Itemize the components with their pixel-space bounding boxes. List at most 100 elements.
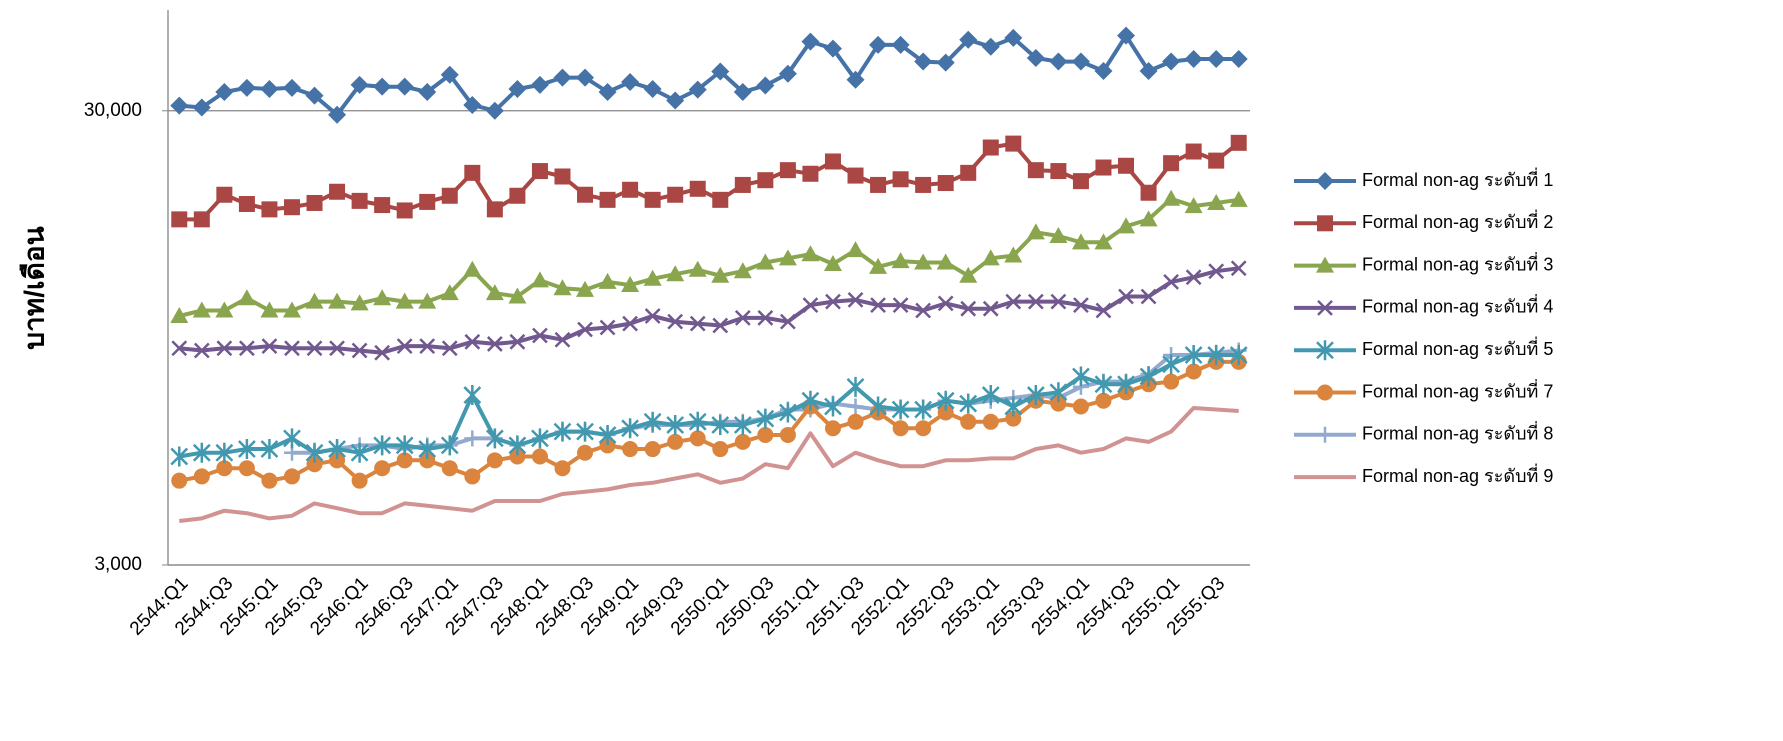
marker [553, 279, 572, 296]
marker [260, 301, 279, 318]
marker [1230, 134, 1247, 151]
marker [553, 68, 572, 87]
marker [1049, 227, 1068, 244]
marker [1139, 366, 1158, 387]
marker [486, 336, 503, 352]
marker [870, 297, 886, 314]
marker [734, 176, 751, 193]
marker [237, 289, 256, 306]
marker [1184, 197, 1203, 214]
marker [688, 260, 707, 277]
marker [1095, 302, 1112, 319]
marker [485, 101, 504, 120]
legend-label: Formal non-ag ระดับที่ 9 [1362, 463, 1553, 486]
marker [329, 452, 346, 469]
marker [1185, 269, 1202, 286]
marker [778, 249, 797, 266]
marker [937, 295, 954, 312]
marker [1004, 246, 1023, 263]
marker [599, 437, 616, 454]
marker [395, 77, 414, 96]
marker [171, 472, 188, 489]
marker [463, 385, 482, 406]
marker [239, 340, 255, 357]
marker [711, 62, 730, 81]
marker [215, 301, 234, 318]
marker [216, 186, 233, 203]
marker [396, 338, 413, 354]
marker [170, 96, 189, 115]
marker [395, 292, 414, 309]
marker [419, 452, 436, 469]
marker [622, 315, 638, 332]
marker [1005, 293, 1022, 310]
marker [1184, 344, 1203, 365]
marker [576, 421, 594, 442]
legend-item: Formal non-ag ระดับที่ 1 [1294, 167, 1553, 190]
marker [351, 472, 368, 489]
marker [621, 418, 639, 439]
marker [284, 340, 300, 357]
marker [1185, 363, 1202, 380]
marker [283, 428, 301, 449]
legend-label: Formal non-ag ระดับที่ 2 [1362, 209, 1553, 232]
marker [373, 435, 392, 456]
y-axis-label: บาท/เดือน [18, 226, 49, 349]
legend-item: Formal non-ag ระดับที่ 9 [1294, 463, 1553, 486]
marker [644, 191, 661, 208]
marker [936, 53, 955, 72]
marker [870, 176, 887, 193]
marker [171, 340, 188, 357]
marker [261, 472, 278, 489]
legend-marker [1316, 172, 1334, 190]
marker [373, 289, 392, 306]
marker [667, 433, 684, 450]
marker [486, 452, 503, 469]
marker [419, 193, 436, 210]
marker [509, 448, 526, 465]
marker [598, 424, 617, 445]
marker [192, 98, 211, 117]
marker [666, 415, 685, 436]
marker [778, 64, 797, 83]
marker [666, 265, 685, 282]
legend-label: Formal non-ag ระดับที่ 7 [1362, 378, 1553, 401]
marker [374, 197, 391, 214]
marker [847, 292, 864, 308]
marker [576, 68, 595, 87]
marker [667, 186, 684, 203]
marker [1140, 288, 1157, 305]
marker [802, 165, 819, 182]
legend-item: Formal non-ag ระดับที่ 2 [1294, 209, 1553, 232]
marker [351, 342, 368, 359]
marker [779, 162, 796, 179]
marker [530, 271, 549, 288]
marker [305, 442, 324, 463]
marker [419, 338, 436, 354]
legend-label: Formal non-ag ระดับที่ 1 [1362, 167, 1553, 190]
marker [1050, 395, 1067, 412]
legend-marker [1316, 256, 1334, 273]
marker [1004, 28, 1023, 47]
marker [328, 439, 346, 460]
marker [1207, 50, 1226, 69]
marker [846, 241, 865, 258]
legend-label: Formal non-ag ระดับที่ 8 [1362, 421, 1553, 444]
marker [440, 65, 459, 84]
marker [1163, 155, 1180, 172]
marker [373, 77, 392, 96]
marker [418, 82, 437, 101]
marker [554, 168, 571, 185]
marker [216, 460, 233, 477]
marker [261, 338, 278, 354]
legend-marker [1317, 215, 1333, 232]
marker [531, 448, 548, 465]
marker [1027, 162, 1044, 179]
marker [869, 396, 887, 417]
marker [418, 439, 437, 460]
marker [1005, 135, 1022, 152]
marker [599, 319, 616, 336]
marker [598, 272, 617, 289]
marker [193, 342, 210, 359]
